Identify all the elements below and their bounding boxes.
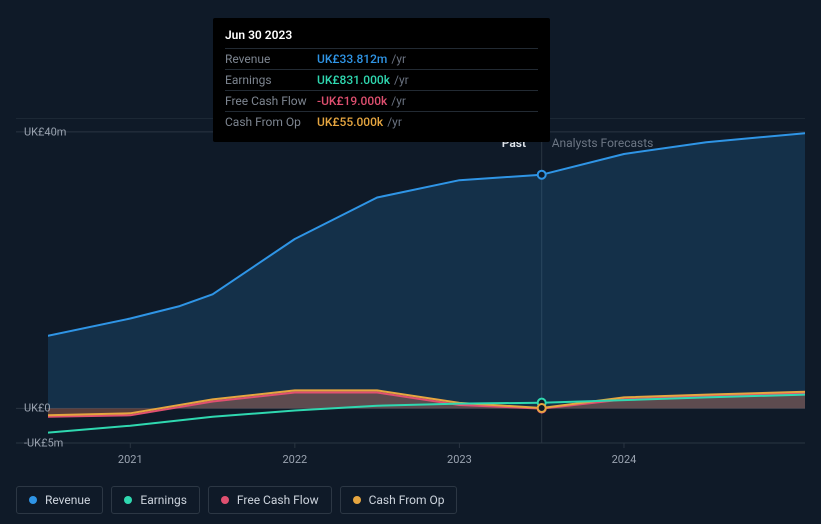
legend-item-label: Free Cash Flow <box>237 493 319 507</box>
legend-dot <box>221 496 229 504</box>
legend-dot <box>29 496 37 504</box>
tooltip-row-value: UK£831.000k <box>317 73 390 87</box>
tooltip-row-suffix: /yr <box>387 115 402 129</box>
tooltip-row-label: Cash From Op <box>225 115 317 129</box>
tooltip-row: Cash From OpUK£55.000k/yr <box>225 111 538 132</box>
chart-area[interactable]: UK£40mUK£0-UK£5m 2021202220232024 Past A… <box>16 118 805 443</box>
tooltip-row-label: Revenue <box>225 52 317 66</box>
legend-item-earnings[interactable]: Earnings <box>111 486 200 514</box>
x-axis-label: 2021 <box>118 453 143 466</box>
tooltip-row-label: Free Cash Flow <box>225 94 317 108</box>
tooltip-date: Jun 30 2023 <box>225 28 538 42</box>
legend-item-free-cash-flow[interactable]: Free Cash Flow <box>208 486 332 514</box>
x-axis-label: 2023 <box>447 453 472 466</box>
tooltip-row-suffix: /yr <box>391 52 406 66</box>
hover-tooltip: Jun 30 2023 RevenueUK£33.812m/yrEarnings… <box>213 18 550 142</box>
tooltip-row-value: UK£33.812m <box>317 52 387 66</box>
tooltip-row-label: Earnings <box>225 73 317 87</box>
legend: Revenue Earnings Free Cash Flow Cash From O… <box>16 486 457 514</box>
zone-label-forecast: Analysts Forecasts <box>552 136 654 150</box>
legend-item-cash-from-op[interactable]: Cash From Op <box>340 486 458 514</box>
y-axis-label: UK£0 <box>24 402 84 415</box>
legend-item-revenue[interactable]: Revenue <box>16 486 103 514</box>
chart-svg <box>16 118 805 463</box>
tooltip-row: EarningsUK£831.000k/yr <box>225 69 538 90</box>
legend-dot <box>124 496 132 504</box>
x-axis-label: 2024 <box>612 453 637 466</box>
tooltip-row-value: -UK£19.000k <box>317 94 387 108</box>
legend-item-label: Earnings <box>140 493 187 507</box>
tooltip-row-suffix: /yr <box>394 73 409 87</box>
y-axis-label: -UK£5m <box>24 437 84 450</box>
tooltip-row-value: UK£55.000k <box>317 115 383 129</box>
legend-dot <box>353 496 361 504</box>
legend-item-label: Cash From Op <box>369 493 445 507</box>
legend-item-label: Revenue <box>45 493 90 507</box>
tooltip-row: RevenueUK£33.812m/yr <box>225 48 538 69</box>
y-axis-label: UK£40m <box>24 125 84 138</box>
x-axis-label: 2022 <box>282 453 307 466</box>
tooltip-row-suffix: /yr <box>391 94 406 108</box>
tooltip-row: Free Cash Flow-UK£19.000k/yr <box>225 90 538 111</box>
